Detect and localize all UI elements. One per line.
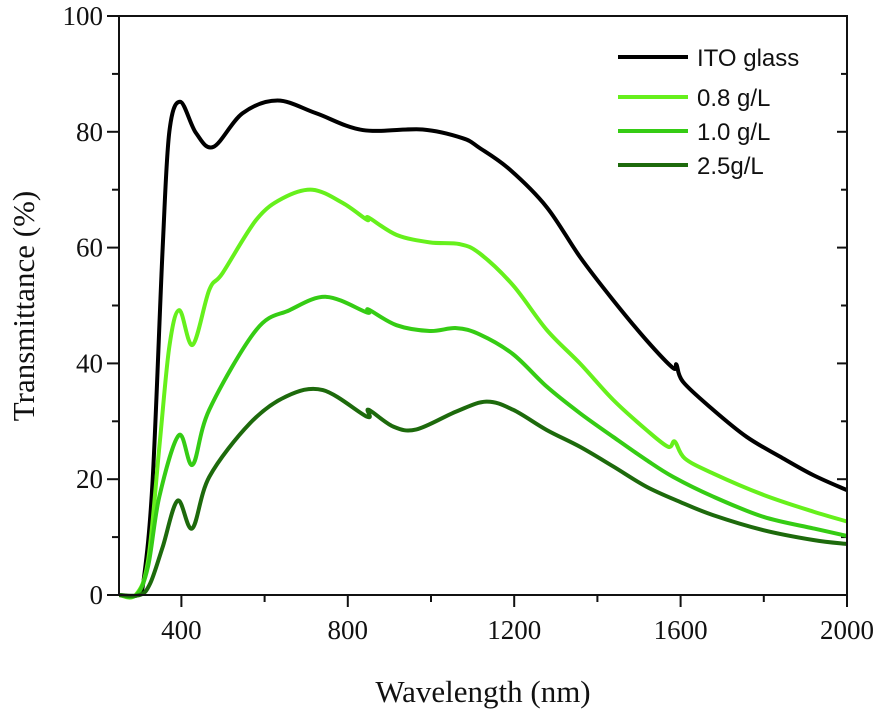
y-axis-label: Transmittance (%)	[6, 191, 41, 421]
y-tick-label: 0	[90, 580, 104, 610]
plot-frame	[118, 15, 848, 596]
y-tick-label: 100	[63, 1, 104, 31]
legend-label: ITO glass	[697, 45, 799, 72]
x-tick-label: 1200	[487, 615, 541, 645]
series-line-1	[118, 187, 848, 600]
x-axis-label: Wavelength (nm)	[375, 674, 590, 709]
series-lines	[118, 98, 848, 600]
axis-ticks: 400 800 1200 1600 2000 0 20 40 60 80 100	[63, 1, 875, 645]
legend-label: 0.8 g/L	[697, 85, 770, 112]
legend-label: 2.5g/L	[697, 153, 764, 180]
y-tick-label: 40	[76, 348, 103, 378]
x-tick-label: 1600	[654, 615, 708, 645]
legend: ITO glass 0.8 g/L 1.0 g/L 2.5g/L	[618, 45, 799, 180]
y-tick-label: 60	[76, 233, 103, 263]
legend-label: 1.0 g/L	[697, 119, 770, 146]
x-tick-label: 400	[161, 615, 202, 645]
series-line-0	[118, 98, 848, 599]
x-tick-label: 2000	[820, 615, 874, 645]
y-tick-label: 80	[76, 117, 103, 147]
series-line-3	[118, 386, 848, 598]
x-tick-label: 800	[328, 615, 369, 645]
y-tick-label: 20	[76, 464, 103, 494]
series-line-2	[118, 294, 848, 600]
